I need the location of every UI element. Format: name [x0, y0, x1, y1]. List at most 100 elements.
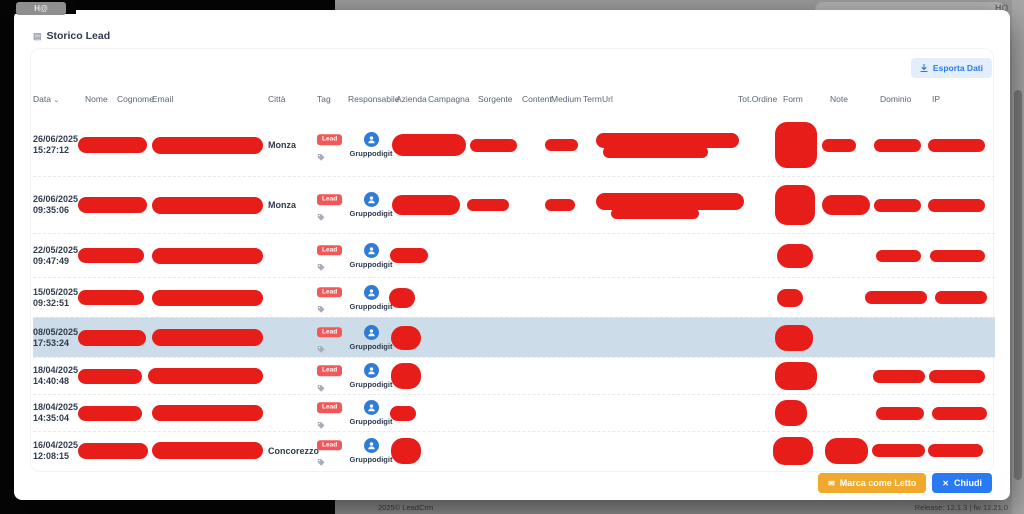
- row-tag-cell: Lead: [317, 244, 343, 271]
- table-row[interactable]: 08/05/2025 17:53:24 Lead Gruppodigit: [33, 317, 995, 357]
- row-responsible: Gruppodigit: [347, 284, 395, 311]
- row-tag-cell: Lead: [317, 134, 343, 161]
- avatar: [363, 242, 379, 258]
- column-header-dominio[interactable]: Dominio: [880, 94, 912, 104]
- modal-title-label: Storico Lead: [46, 30, 111, 42]
- avatar: [363, 363, 379, 378]
- avatar: [363, 192, 379, 207]
- redaction-blob: [390, 248, 428, 263]
- column-header-email[interactable]: Email: [152, 94, 174, 104]
- lead-badge: Lead: [317, 326, 343, 338]
- redaction-blob: [775, 324, 813, 351]
- tag-icon: [317, 148, 325, 161]
- redaction-blob: [148, 368, 263, 384]
- mark-read-icon: ✉: [828, 478, 835, 488]
- close-button-label: Chiudi: [954, 478, 982, 488]
- column-header-note[interactable]: Note: [830, 94, 848, 104]
- topbar-user-label: HO: [995, 3, 1009, 13]
- avatar: [363, 400, 379, 415]
- responsible-label: Gruppodigit: [349, 417, 393, 426]
- redaction-blob: [775, 362, 817, 390]
- column-header-url[interactable]: Url: [602, 94, 613, 104]
- redaction-blob: [876, 406, 924, 420]
- column-header-cognome[interactable]: Cognome: [117, 94, 154, 104]
- responsible-label: Gruppodigit: [349, 209, 393, 218]
- table-row[interactable]: 22/05/2025 09:47:49 Lead Gruppodigit: [33, 233, 995, 277]
- column-header-responsabile[interactable]: Responsabile: [348, 94, 400, 104]
- table-row[interactable]: 26/06/2025 09:35:06 Monza Lead Gruppodigit: [33, 176, 995, 233]
- column-header-azienda[interactable]: Azienda: [396, 94, 427, 104]
- table-row[interactable]: 18/04/2025 14:35:04 Lead Gruppodigit: [33, 394, 995, 431]
- table-row[interactable]: 15/05/2025 09:32:51 Lead Gruppodigit: [33, 277, 995, 317]
- redaction-blob: [775, 122, 817, 168]
- table-card: [30, 48, 994, 472]
- column-header-sorgente[interactable]: Sorgente: [478, 94, 513, 104]
- row-date: 26/06/2025 09:35:06: [33, 194, 79, 215]
- redaction-blob: [392, 195, 460, 215]
- table-row[interactable]: 26/06/2025 15:27:12 Monza Lead Gruppodigit: [33, 114, 995, 176]
- redaction-blob: [928, 138, 985, 152]
- page-scrollbar-track[interactable]: [1012, 0, 1024, 514]
- row-tag-cell: Lead: [317, 402, 343, 429]
- column-header-citt-[interactable]: Città: [268, 94, 286, 104]
- lead-badge: Lead: [317, 134, 343, 145]
- redaction-blob: [152, 329, 263, 346]
- storico-lead-modal: ▤ Storico Lead Esporta Dati Data ⌄ Nome Cog…: [14, 10, 1010, 500]
- download-icon: [920, 63, 928, 72]
- sort-caret-icon: ⌄: [52, 95, 60, 104]
- column-header-tag[interactable]: Tag: [317, 94, 331, 104]
- row-responsible: Gruppodigit: [347, 400, 395, 426]
- column-header-ip[interactable]: IP: [932, 94, 941, 104]
- table-row[interactable]: 18/04/2025 14:40:48 Lead Gruppodigit: [33, 357, 995, 394]
- redaction-blob: [78, 442, 148, 459]
- redaction-blob: [775, 400, 807, 426]
- column-header-nome[interactable]: Nome: [85, 94, 108, 104]
- redaction-blob: [822, 195, 870, 215]
- row-date: 22/05/2025 09:47:49: [33, 244, 79, 266]
- redaction-blob: [152, 247, 263, 264]
- row-tag-cell: Lead: [317, 286, 343, 313]
- row-city: Monza: [268, 140, 296, 150]
- row-tag-cell: Lead: [317, 194, 343, 221]
- redaction-blob: [596, 192, 744, 210]
- page-scrollbar-thumb[interactable]: [1014, 90, 1022, 480]
- tag-icon: [317, 379, 325, 392]
- column-header-tot-ordine[interactable]: Tot.Ordine: [738, 94, 778, 104]
- redaction-blob: [928, 198, 985, 212]
- column-header-term[interactable]: Term: [583, 94, 602, 104]
- redaction-blob: [78, 405, 142, 421]
- responsible-label: Gruppodigit: [349, 380, 393, 389]
- redaction-blob: [929, 369, 985, 383]
- column-header-campagna[interactable]: Campagna: [428, 94, 470, 104]
- row-responsible: Gruppodigit: [347, 363, 395, 389]
- row-date: 18/04/2025 14:40:48: [33, 365, 79, 386]
- redaction-blob: [822, 138, 856, 152]
- column-header-form[interactable]: Form: [783, 94, 803, 104]
- avatar: [363, 132, 379, 147]
- mark-as-read-button[interactable]: ✉ Marca come Letto: [818, 473, 927, 493]
- redaction-blob: [78, 197, 147, 213]
- redaction-blob: [865, 291, 927, 304]
- export-button-label: Esporta Dati: [932, 63, 983, 73]
- column-header-medium[interactable]: Medium: [551, 94, 582, 104]
- redaction-blob: [874, 138, 921, 152]
- table-header-row: Data ⌄ Nome Cognome Email Città Tag Responsabil…: [33, 94, 995, 114]
- lead-badge: Lead: [317, 194, 343, 205]
- redaction-blob: [874, 198, 921, 212]
- column-header-data[interactable]: Data ⌄: [33, 94, 60, 104]
- release-version-text: Release: 12.1.3 | fw 12.21.0: [914, 503, 1008, 512]
- redaction-blob: [152, 289, 263, 306]
- redaction-blob: [935, 291, 987, 304]
- tag-icon: [317, 258, 325, 271]
- row-tag-cell: Lead: [317, 439, 343, 466]
- lead-badge: Lead: [317, 439, 343, 451]
- row-responsible: Gruppodigit: [347, 242, 395, 269]
- export-data-button[interactable]: Esporta Dati: [910, 58, 992, 78]
- table-row[interactable]: 16/04/2025 12:08:15 Concorezzo Lead Gruppodi…: [33, 431, 995, 469]
- responsible-label: Gruppodigit: [349, 259, 393, 269]
- redaction-blob: [611, 207, 699, 219]
- redaction-blob: [392, 134, 466, 156]
- column-header-content[interactable]: Content: [522, 94, 552, 104]
- close-button[interactable]: ✕ Chiudi: [932, 473, 992, 493]
